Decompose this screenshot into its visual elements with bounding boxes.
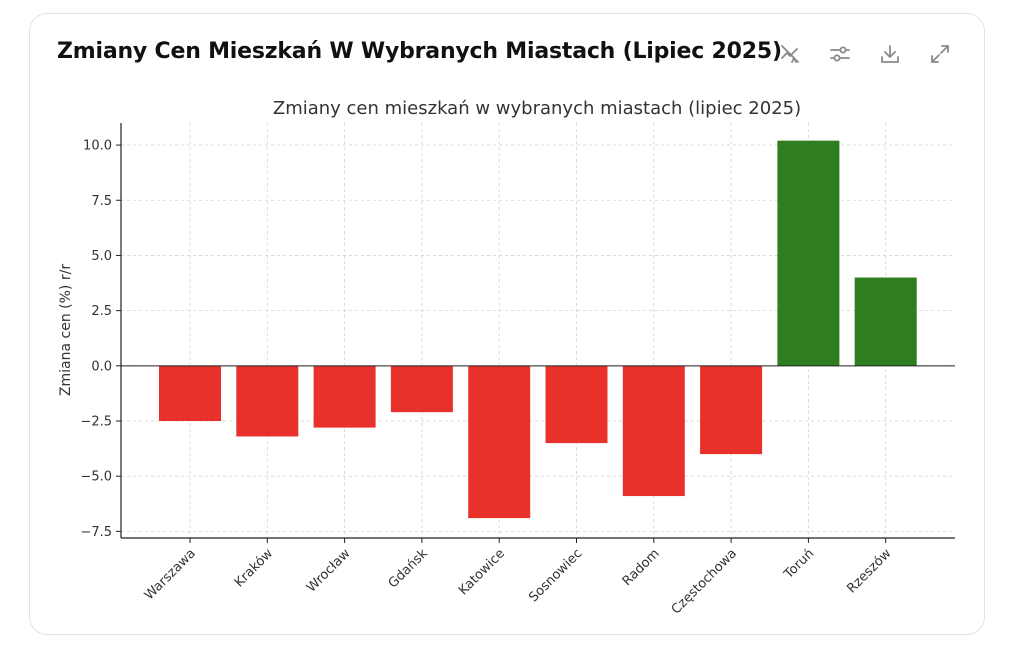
plot-area: −7.5 −5.0 −2.5 0.0 2.5 5.0 7.5 10.0 Warszawa Krak… — [80, 123, 955, 617]
x-tick-label: Toruń — [781, 546, 817, 582]
y-tick-label: 5.0 — [91, 249, 112, 264]
bar — [545, 365, 608, 444]
chart-toggle-icon — [781, 45, 799, 63]
download-icon — [881, 45, 899, 63]
settings-sliders-button[interactable] — [824, 40, 856, 68]
expand-button[interactable] — [924, 40, 956, 68]
chart-toggle-button[interactable] — [774, 40, 806, 68]
x-tick-label: Kraków — [232, 546, 276, 590]
bar — [622, 365, 685, 497]
y-tick-label: 7.5 — [91, 194, 112, 209]
download-button[interactable] — [874, 40, 906, 68]
y-axis-label: Zmiana cen (%) r/r — [58, 264, 74, 396]
bar — [236, 365, 299, 437]
settings-sliders-icon — [830, 46, 850, 62]
y-tick-label: 2.5 — [91, 304, 112, 319]
x-tick-label: Rzeszów — [844, 546, 894, 596]
x-tick-label: Radom — [620, 546, 663, 589]
y-tick-label: −5.0 — [80, 470, 112, 485]
bar — [313, 365, 376, 428]
chart-title: Zmiany cen mieszkań w wybranych miastach… — [273, 98, 801, 119]
bar — [468, 365, 531, 519]
card-title: Zmiany Cen Mieszkań W Wybranych Miastach… — [57, 39, 782, 64]
x-tick-label: Warszawa — [142, 546, 199, 603]
y-tick-label: −2.5 — [80, 415, 112, 430]
x-tick-label: Sosnowiec — [526, 546, 585, 605]
x-tick-label: Katowice — [456, 546, 508, 598]
bar — [700, 365, 763, 455]
bar — [854, 277, 917, 366]
x-tick-label: Gdańsk — [386, 546, 431, 591]
x-tick-label: Częstochowa — [669, 546, 740, 617]
y-tick-label: 0.0 — [91, 359, 112, 374]
expand-icon — [931, 45, 949, 63]
bar — [777, 140, 840, 366]
bar — [159, 365, 221, 422]
bar — [390, 365, 453, 413]
y-tick-label: −7.5 — [80, 525, 112, 540]
chart-toolbar — [774, 40, 956, 68]
y-tick-label: 10.0 — [83, 139, 112, 154]
x-tick-label: Wrocław — [304, 546, 354, 596]
